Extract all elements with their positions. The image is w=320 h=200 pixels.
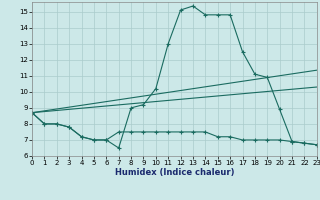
X-axis label: Humidex (Indice chaleur): Humidex (Indice chaleur) — [115, 168, 234, 177]
